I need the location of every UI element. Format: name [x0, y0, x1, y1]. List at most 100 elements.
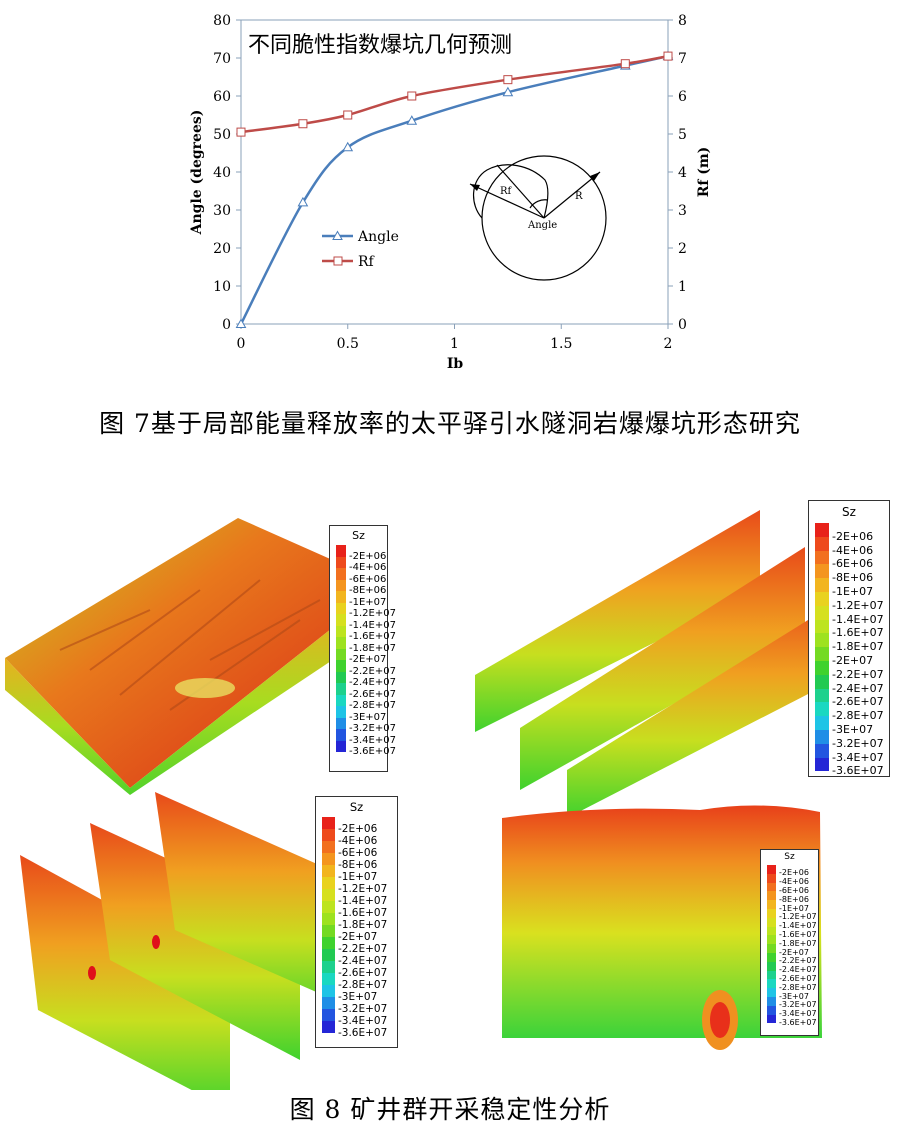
legend-label: -2.4E+07 — [779, 965, 817, 975]
legend-label: -1E+07 — [832, 585, 874, 599]
legend-entry: -1.4E+07 — [330, 614, 396, 631]
legend-swatch — [322, 913, 335, 925]
inset-label-angle: Angle — [527, 220, 557, 231]
legend-entry: -1.2E+07 — [809, 591, 889, 612]
legend-swatch — [336, 579, 346, 591]
x-tick-label: 1 — [450, 336, 459, 352]
legend-label: -2E+07 — [832, 654, 874, 668]
legend-entry: -1E+07 — [330, 591, 387, 608]
legend-entry: -2.4E+07 — [330, 671, 396, 688]
legend-entry: -2.6E+07 — [316, 961, 397, 979]
legend-label: -1.8E+07 — [779, 938, 817, 948]
y-right-tick-label: 6 — [678, 89, 687, 105]
legend-label-rf: Rf — [358, 254, 376, 270]
legend-swatch — [336, 614, 346, 626]
y-left-tick-label: 20 — [213, 241, 231, 257]
legend-swatch — [815, 647, 829, 661]
y-left-tick-label: 10 — [213, 279, 231, 295]
legend-label: -4E+06 — [779, 877, 809, 887]
legend-label: -4E+06 — [338, 835, 378, 847]
inset-label-r: R — [575, 191, 583, 202]
legend-swatch — [336, 706, 346, 718]
legend-swatch — [767, 970, 776, 980]
legend-swatch — [815, 578, 829, 592]
legend-swatch — [767, 1005, 776, 1015]
y-axis-label-right: Rf (m) — [696, 147, 712, 198]
legend-label: -1.4E+07 — [832, 612, 884, 626]
legend-swatch — [336, 683, 346, 695]
legend-label: -2E+07 — [779, 947, 809, 957]
legend-swatch — [336, 637, 346, 649]
legend-label: -2.2E+07 — [832, 667, 884, 681]
legend-swatch — [336, 740, 346, 752]
legend-label: -2E+07 — [349, 654, 387, 666]
y-axis-label-left: Angle (degrees) — [189, 110, 205, 236]
legend-swatch — [322, 973, 335, 985]
legend-label: -2E+06 — [779, 868, 809, 878]
legend-entry: -2E+07 — [316, 925, 397, 943]
legend-label: -1.6E+07 — [338, 907, 388, 919]
legend-label: -8E+06 — [832, 571, 874, 585]
legend-label: -3.4E+07 — [832, 750, 884, 764]
legend-swatch — [767, 935, 776, 945]
y-left-tick-label: 70 — [213, 51, 231, 67]
legend-entry: -3.6E+07 — [316, 1021, 397, 1039]
legend-swatch — [336, 556, 346, 568]
legend-label: -1.6E+07 — [779, 929, 817, 939]
legend-swatch — [815, 605, 829, 620]
legend-label: -3.4E+07 — [779, 1009, 817, 1019]
legend-entry: -2.4E+07 — [809, 674, 889, 695]
legend-swatch — [336, 671, 346, 683]
y-left-tick-label: 0 — [222, 317, 231, 333]
legend-label: -3.2E+07 — [338, 1003, 388, 1015]
legend-swatch — [767, 900, 776, 909]
legend-marker-rf — [333, 256, 343, 266]
legend-entry: -8E+06 — [761, 891, 818, 904]
legend-swatch — [767, 865, 776, 874]
legend-label: -1.8E+07 — [832, 640, 884, 654]
data-point-rf — [298, 119, 308, 129]
legend-entry: -3.2E+07 — [316, 997, 397, 1015]
legend-entry: -3E+07 — [330, 706, 387, 723]
legend-entry: -3.2E+07 — [761, 996, 818, 1009]
legend-swatch — [322, 1021, 335, 1033]
legend-entry: -1.8E+07 — [809, 633, 889, 653]
legend-swatch — [767, 944, 776, 953]
y-right-tick-label: 5 — [678, 127, 687, 143]
legend-label: -8E+06 — [779, 894, 809, 904]
legend-label: -3E+07 — [832, 723, 874, 737]
legend-entry: -1.4E+07 — [316, 889, 397, 907]
legend-entry: -1.6E+07 — [316, 901, 397, 919]
legend-label: -3E+07 — [349, 711, 387, 723]
legend-label: -2.6E+07 — [338, 967, 388, 979]
legend-label: -1E+07 — [779, 903, 809, 913]
legend-entry: -2.6E+07 — [330, 683, 396, 700]
legend-label: -2.2E+07 — [338, 943, 388, 955]
legend-entry: -2E+06 — [330, 545, 387, 562]
legend-label: -1.2E+07 — [779, 912, 817, 922]
legend-entry: -8E+06 — [809, 564, 889, 584]
legend-swatch — [815, 536, 829, 551]
legend-swatch — [336, 568, 346, 580]
legend-swatch — [767, 908, 776, 918]
data-point-rf — [663, 51, 673, 61]
inset-diagram — [469, 155, 607, 281]
legend-swatch — [815, 591, 829, 606]
legend-entry: -3.6E+07 — [330, 740, 396, 757]
legend-entry: -6E+06 — [330, 568, 387, 585]
legend-entry: -3.4E+07 — [316, 1009, 397, 1027]
legend-entry: -1E+07 — [761, 900, 818, 912]
legend-entry: -1.2E+07 — [316, 877, 397, 895]
y-left-tick-label: 40 — [213, 165, 231, 181]
legend-entry: -3.6E+07 — [761, 1014, 818, 1027]
legend-swatch — [322, 841, 335, 853]
legend-label: -8E+06 — [349, 585, 387, 597]
legend-label: -2.6E+07 — [832, 695, 884, 709]
y-right-tick-label: 8 — [678, 13, 687, 29]
sz-legend: Sz -2E+06 -4E+06 -6E+06 -8E+06 -1E+07 -1.2E+07… — [760, 849, 819, 1036]
legend-swatch — [815, 523, 829, 537]
legend-label: -3.6E+07 — [338, 1027, 388, 1039]
data-point-angle — [235, 318, 247, 328]
legend-entry: -1.2E+07 — [330, 602, 396, 619]
legend-label: -1.2E+07 — [349, 608, 396, 620]
